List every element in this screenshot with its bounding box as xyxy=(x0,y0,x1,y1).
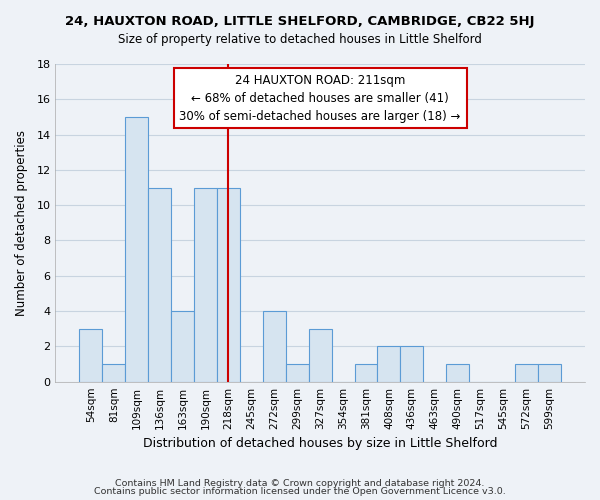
Bar xyxy=(515,364,538,382)
Bar xyxy=(125,117,148,382)
Text: Contains HM Land Registry data © Crown copyright and database right 2024.: Contains HM Land Registry data © Crown c… xyxy=(115,478,485,488)
Bar xyxy=(79,328,103,382)
Y-axis label: Number of detached properties: Number of detached properties xyxy=(15,130,28,316)
Bar xyxy=(286,364,308,382)
Text: 24 HAUXTON ROAD: 211sqm
← 68% of detached houses are smaller (41)
30% of semi-de: 24 HAUXTON ROAD: 211sqm ← 68% of detache… xyxy=(179,74,461,122)
Bar xyxy=(400,346,424,382)
Bar xyxy=(217,188,240,382)
Bar xyxy=(308,328,332,382)
Bar xyxy=(355,364,377,382)
Text: 24, HAUXTON ROAD, LITTLE SHELFORD, CAMBRIDGE, CB22 5HJ: 24, HAUXTON ROAD, LITTLE SHELFORD, CAMBR… xyxy=(65,15,535,28)
Bar xyxy=(171,311,194,382)
Bar xyxy=(446,364,469,382)
X-axis label: Distribution of detached houses by size in Little Shelford: Distribution of detached houses by size … xyxy=(143,437,497,450)
Bar xyxy=(377,346,400,382)
Bar xyxy=(194,188,217,382)
Bar xyxy=(538,364,561,382)
Bar xyxy=(103,364,125,382)
Bar xyxy=(263,311,286,382)
Text: Size of property relative to detached houses in Little Shelford: Size of property relative to detached ho… xyxy=(118,32,482,46)
Bar xyxy=(148,188,171,382)
Text: Contains public sector information licensed under the Open Government Licence v3: Contains public sector information licen… xyxy=(94,487,506,496)
